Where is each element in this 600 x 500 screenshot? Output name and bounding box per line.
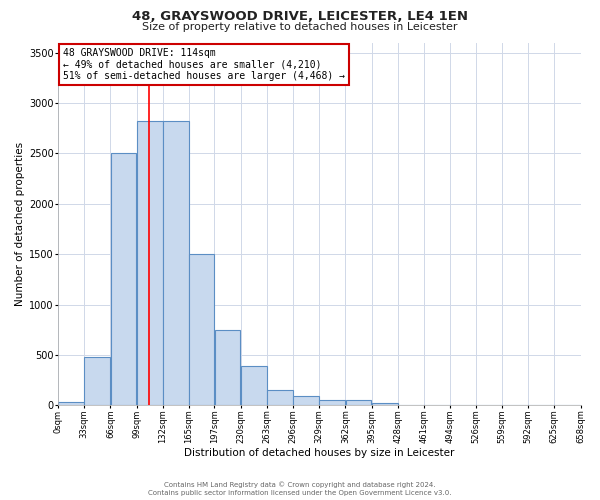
Y-axis label: Number of detached properties: Number of detached properties	[15, 142, 25, 306]
Bar	[293, 396, 319, 406]
Text: 48, GRAYSWOOD DRIVE, LEICESTER, LE4 1EN: 48, GRAYSWOOD DRIVE, LEICESTER, LE4 1EN	[132, 10, 468, 23]
Bar	[372, 403, 398, 406]
Bar	[267, 390, 293, 406]
X-axis label: Distribution of detached houses by size in Leicester: Distribution of detached houses by size …	[184, 448, 454, 458]
Bar	[163, 121, 189, 406]
Bar	[346, 400, 371, 406]
Bar	[85, 357, 110, 406]
Bar	[110, 154, 136, 406]
Bar	[215, 330, 241, 406]
Text: Contains HM Land Registry data © Crown copyright and database right 2024.: Contains HM Land Registry data © Crown c…	[164, 481, 436, 488]
Bar	[137, 121, 163, 406]
Bar	[189, 254, 214, 406]
Text: Size of property relative to detached houses in Leicester: Size of property relative to detached ho…	[142, 22, 458, 32]
Text: Contains public sector information licensed under the Open Government Licence v3: Contains public sector information licen…	[148, 490, 452, 496]
Bar	[241, 366, 266, 406]
Bar	[319, 400, 345, 406]
Text: 48 GRAYSWOOD DRIVE: 114sqm
← 49% of detached houses are smaller (4,210)
51% of s: 48 GRAYSWOOD DRIVE: 114sqm ← 49% of deta…	[64, 48, 346, 81]
Bar	[58, 402, 84, 406]
